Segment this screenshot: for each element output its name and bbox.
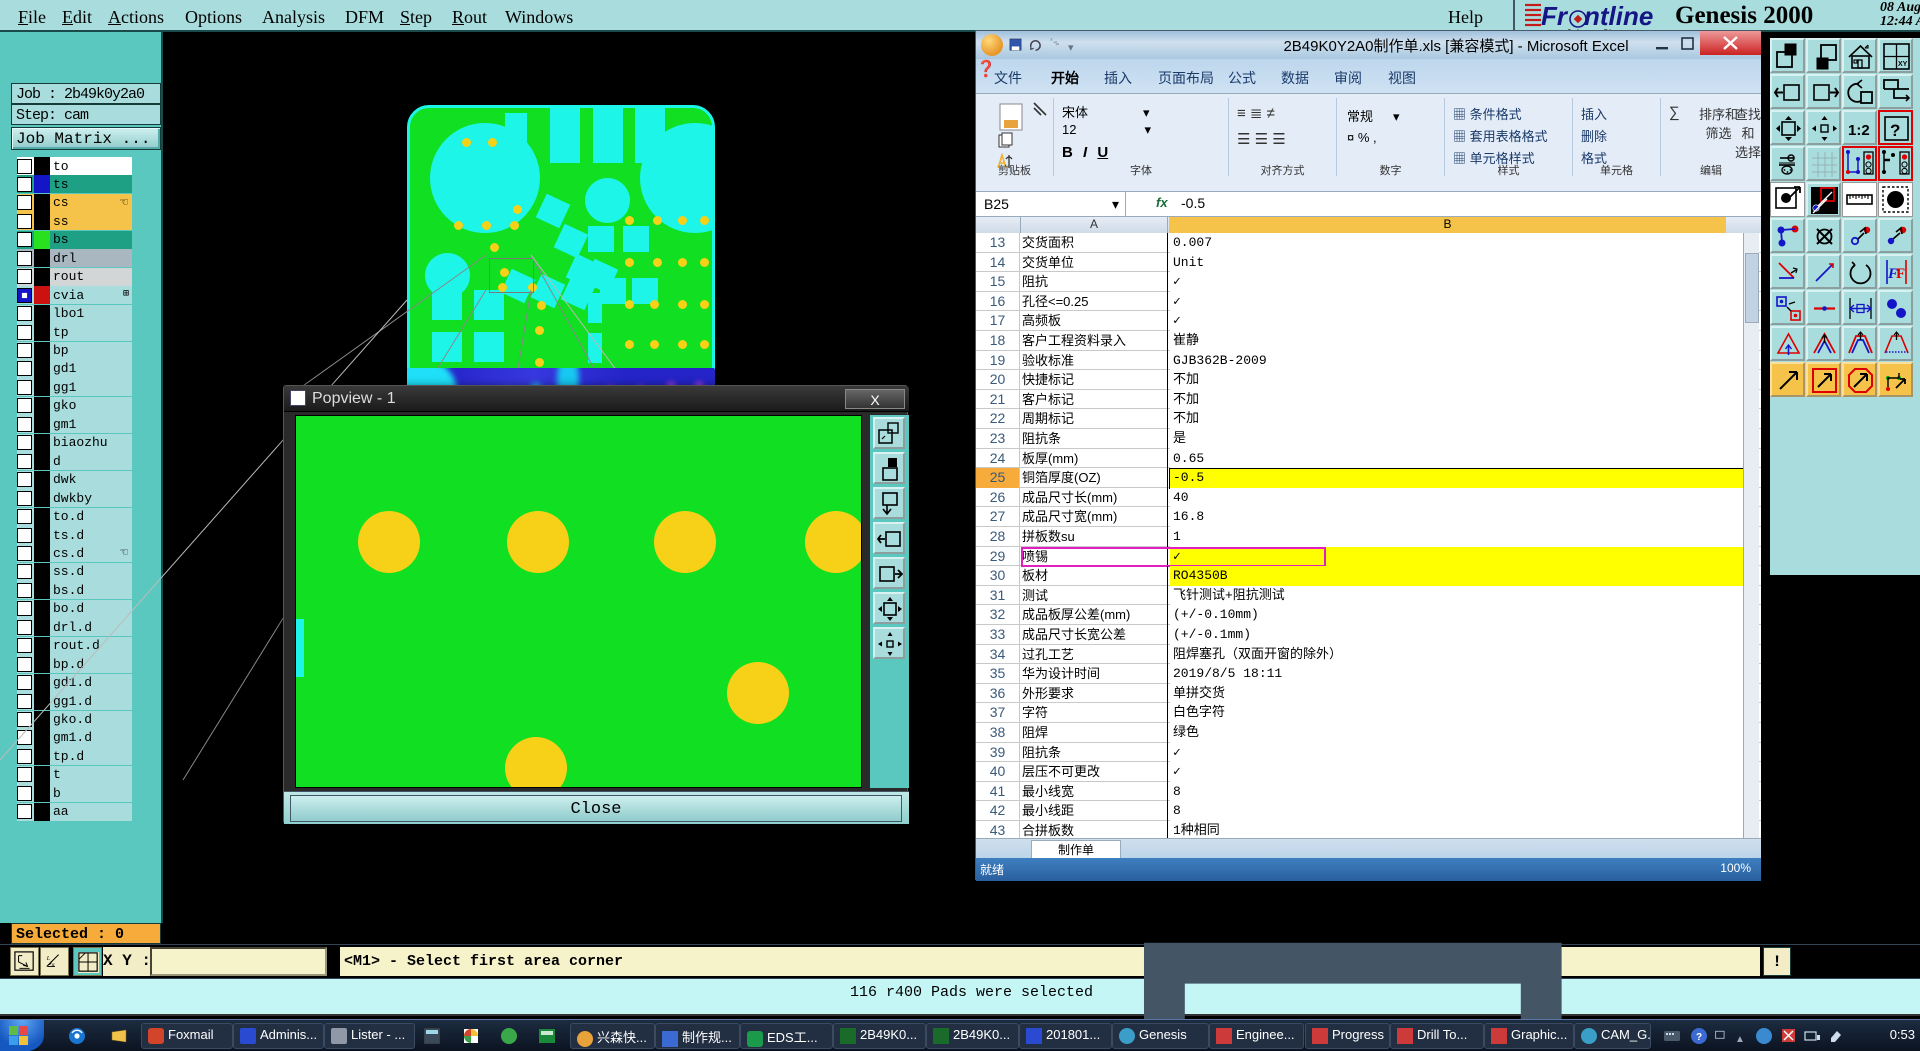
svg-text:XY: XY xyxy=(1898,61,1908,68)
svg-text:ntline: ntline xyxy=(1584,3,1653,29)
svg-text:1:2: 1:2 xyxy=(1848,122,1870,139)
svg-text:L: L xyxy=(46,956,51,962)
svg-text:F: F xyxy=(1896,266,1905,282)
svg-text:Fr: Fr xyxy=(1541,3,1569,29)
svg-text:α: α xyxy=(52,962,55,968)
svg-text:?: ? xyxy=(1696,1032,1702,1043)
svg-text:?: ? xyxy=(1890,121,1900,140)
